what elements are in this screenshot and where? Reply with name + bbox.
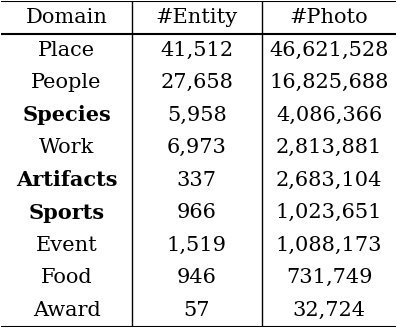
Text: 1,088,173: 1,088,173 — [276, 236, 382, 255]
Text: People: People — [31, 73, 102, 92]
Text: 4,086,366: 4,086,366 — [276, 106, 382, 125]
Text: 41,512: 41,512 — [160, 41, 234, 60]
Text: 5,958: 5,958 — [167, 106, 227, 125]
Text: 337: 337 — [177, 171, 217, 190]
Text: 46,621,528: 46,621,528 — [269, 41, 389, 60]
Text: Event: Event — [36, 236, 97, 255]
Text: Sports: Sports — [28, 203, 105, 223]
Text: 2,683,104: 2,683,104 — [276, 171, 382, 190]
Text: Food: Food — [41, 268, 93, 287]
Text: #Photo: #Photo — [290, 8, 368, 27]
Text: Work: Work — [39, 138, 94, 157]
Text: 57: 57 — [183, 301, 210, 320]
Text: #Entity: #Entity — [156, 8, 238, 27]
Text: 731,749: 731,749 — [286, 268, 372, 287]
Text: 1,519: 1,519 — [167, 236, 227, 255]
Text: 32,724: 32,724 — [292, 301, 366, 320]
Text: 27,658: 27,658 — [160, 73, 233, 92]
Text: Species: Species — [22, 105, 111, 125]
Text: 946: 946 — [177, 268, 217, 287]
Text: Artifacts: Artifacts — [16, 170, 117, 190]
Text: 6,973: 6,973 — [167, 138, 227, 157]
Text: 16,825,688: 16,825,688 — [269, 73, 389, 92]
Text: Award: Award — [33, 301, 101, 320]
Text: Domain: Domain — [25, 8, 107, 27]
Text: 966: 966 — [177, 203, 217, 222]
Text: 1,023,651: 1,023,651 — [276, 203, 382, 222]
Text: Place: Place — [38, 41, 95, 60]
Text: 2,813,881: 2,813,881 — [276, 138, 382, 157]
